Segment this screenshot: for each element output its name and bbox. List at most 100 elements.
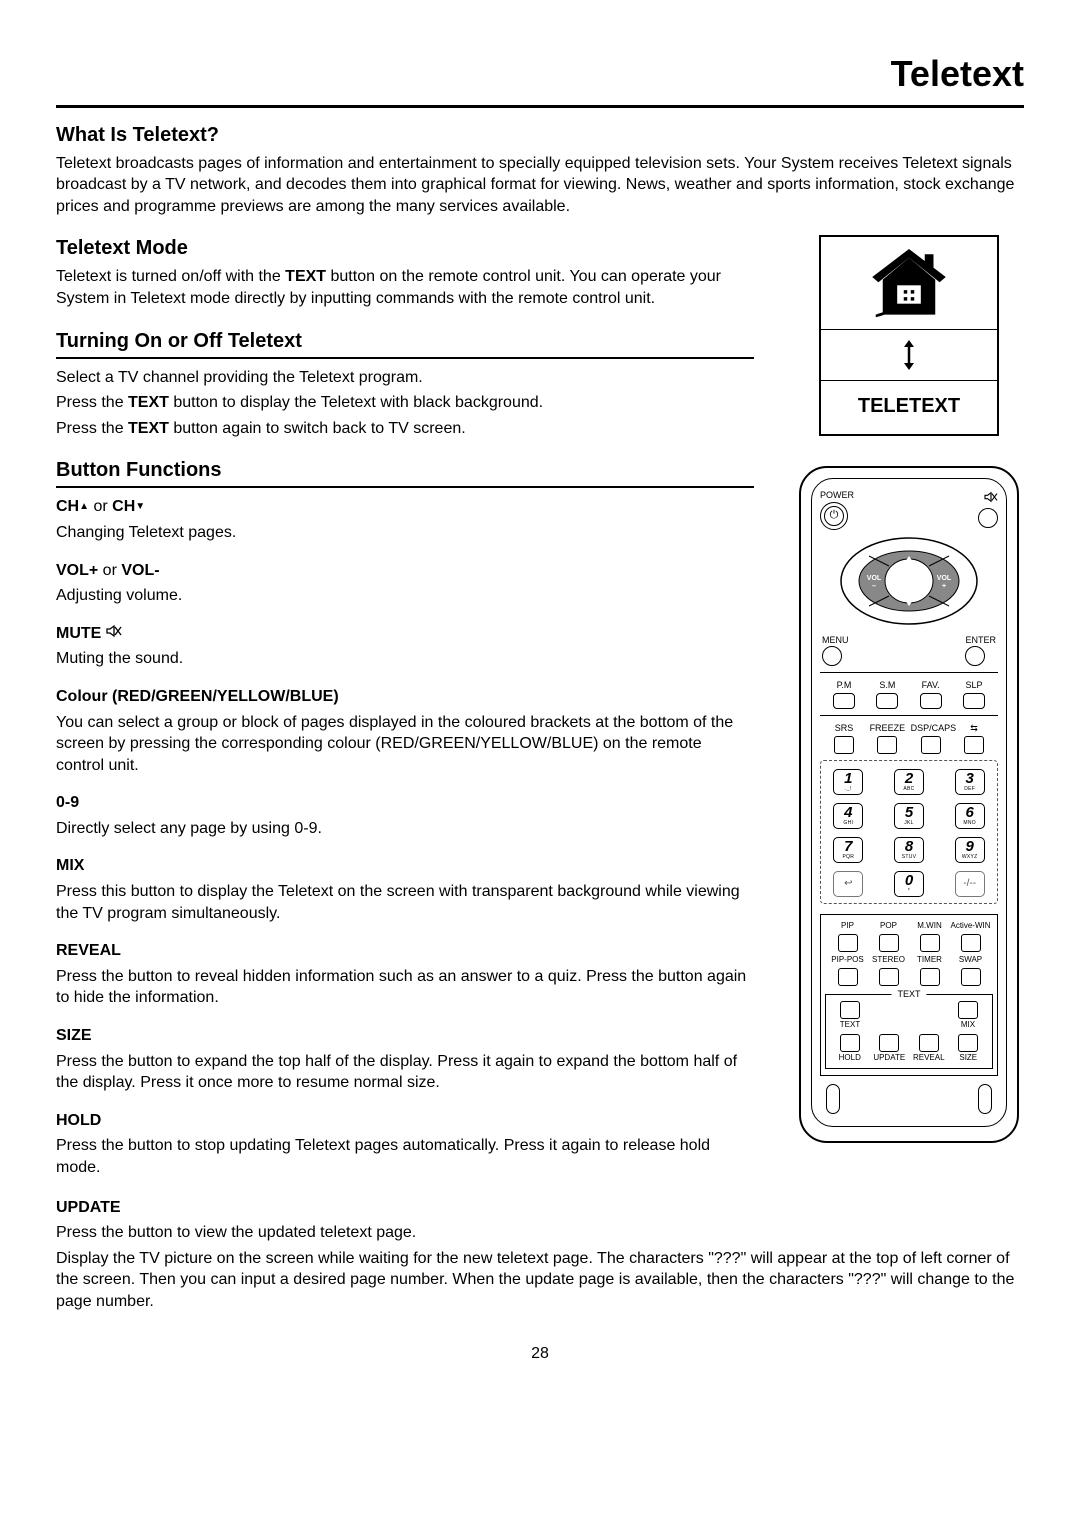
section-what: What Is Teletext? Teletext broadcasts pa… (56, 122, 1024, 218)
remote-notch-right (978, 1084, 992, 1114)
turn-l2: Press the TEXT button to display the Tel… (56, 392, 754, 414)
remote-key-5[interactable]: 5JKL (894, 803, 924, 829)
section-funcs: Button Functions CH▲ or CH▼ Changing Tel… (56, 457, 754, 1178)
remote-key-4[interactable]: 4GHI (833, 803, 863, 829)
remote-power-label: POWER (820, 489, 854, 501)
hold-desc: Press the button to stop updating Telete… (56, 1135, 754, 1178)
remote-activewin-button[interactable] (961, 934, 981, 952)
remote-mix-button[interactable] (958, 1001, 978, 1019)
remote-key-9[interactable]: 9WXYZ (955, 837, 985, 863)
remote-activewin-label: Active-WIN (950, 921, 991, 932)
remote-dspcaps-button[interactable] (921, 736, 941, 754)
remote-dpad[interactable]: CH CH VOL – VOL + (839, 536, 979, 626)
remote-mwin-label: M.WIN (909, 921, 950, 932)
remote-text-button[interactable] (840, 1001, 860, 1019)
heading-turn: Turning On or Off Teletext (56, 328, 754, 355)
remote-power-button[interactable]: ⏻ (820, 502, 848, 530)
remote-swap-button[interactable] (961, 968, 981, 986)
remote-key-3[interactable]: 3DEF (955, 769, 985, 795)
remote-timer-button[interactable] (920, 968, 940, 986)
remote-top-mute-icon (978, 491, 998, 508)
svg-text:–: – (872, 583, 876, 590)
updown-arrow-icon (821, 330, 997, 380)
mode-text-btn: TEXT (285, 268, 326, 285)
size-label: SIZE (56, 1025, 754, 1047)
remote-update-button[interactable] (879, 1034, 899, 1052)
remote-pm-button[interactable] (833, 693, 855, 709)
func-ch: CH▲ or CH▼ Changing Teletext pages. (56, 496, 754, 543)
func-digits: 0-9 Directly select any page by using 0-… (56, 792, 754, 839)
remote-stereo-button[interactable] (879, 968, 899, 986)
remote-srs-button[interactable] (834, 736, 854, 754)
remote-reveal-button[interactable] (919, 1034, 939, 1052)
remote-slp-label: SLP (954, 679, 994, 691)
func-update: UPDATE Press the button to view the upda… (56, 1197, 1024, 1313)
body-what: Teletext broadcasts pages of information… (56, 153, 1024, 218)
ch-label-b: CH (112, 498, 135, 515)
page-title: Teletext (56, 50, 1024, 99)
section-turn: Turning On or Off Teletext Select a TV c… (56, 328, 754, 440)
hold-label: HOLD (56, 1110, 754, 1132)
remote-fav-label: FAV. (911, 679, 951, 691)
vol-label-a: VOL+ (56, 562, 98, 579)
remote-size-button[interactable] (958, 1034, 978, 1052)
svg-text:VOL: VOL (867, 575, 882, 582)
turn-l2b: button to display the Teletext with blac… (169, 394, 543, 411)
remote-freeze-label: FREEZE (867, 722, 907, 734)
teletext-icon-label: TELETEXT (821, 381, 997, 434)
turn-l2-btn: TEXT (128, 394, 169, 411)
reveal-desc: Press the button to reveal hidden inform… (56, 966, 754, 1009)
colour-label: Colour (RED/GREEN/YELLOW/BLUE) (56, 686, 754, 708)
section-mode: Teletext Mode Teletext is turned on/off … (56, 235, 754, 309)
mute-label: MUTE (56, 625, 101, 642)
turn-l2a: Press the (56, 394, 128, 411)
remote-freeze-button[interactable] (877, 736, 897, 754)
remote-swap-icon-label: ⇆ (954, 722, 994, 734)
remote-slp-button[interactable] (963, 693, 985, 709)
remote-pippos-button[interactable] (838, 968, 858, 986)
svg-text:CH: CH (904, 592, 914, 599)
remote-menu-button[interactable] (822, 646, 842, 666)
remote-text-group: TEXT TEXT MIX HOLD UPDATE REVEAL SIZE (825, 994, 993, 1070)
remote-sm-button[interactable] (876, 693, 898, 709)
remote-key-6[interactable]: 6MNO (955, 803, 985, 829)
remote-key-↩[interactable]: ↩ (833, 871, 863, 897)
remote-pippos-label: PIP-POS (827, 955, 868, 966)
update-l1: Press the button to view the updated tel… (56, 1222, 1024, 1244)
remote-key-1[interactable]: 1._! (833, 769, 863, 795)
remote-enter-button[interactable] (965, 646, 985, 666)
rule-turn (56, 357, 754, 359)
remote-reveal-label: REVEAL (909, 1053, 949, 1064)
remote-row-srs: SRS FREEZE DSP/CAPS ⇆ (820, 722, 998, 754)
remote-key-7[interactable]: 7PQR (833, 837, 863, 863)
remote-pop-button[interactable] (879, 934, 899, 952)
mute-icon (106, 625, 122, 642)
rule-funcs (56, 486, 754, 488)
vol-desc: Adjusting volume. (56, 585, 754, 607)
remote-hold-button[interactable] (840, 1034, 860, 1052)
remote-fav-button[interactable] (920, 693, 942, 709)
turn-l3: Press the TEXT button again to switch ba… (56, 418, 754, 440)
remote-mwin-button[interactable] (920, 934, 940, 952)
remote-pop-label: POP (868, 921, 909, 932)
power-icon: ⏻ (824, 506, 844, 526)
func-hold: HOLD Press the button to stop updating T… (56, 1110, 754, 1179)
func-size: SIZE Press the button to expand the top … (56, 1025, 754, 1094)
remote-control: POWER ⏻ (799, 466, 1019, 1143)
remote-key-0[interactable]: 0* (894, 871, 924, 897)
turn-l1: Select a TV channel providing the Telete… (56, 367, 754, 389)
remote-key-8[interactable]: 8STUV (894, 837, 924, 863)
remote-text-legend: TEXT (891, 988, 926, 1000)
remote-pip-button[interactable] (838, 934, 858, 952)
remote-key-2[interactable]: 2ABC (894, 769, 924, 795)
ch-or: or (93, 498, 112, 515)
remote-key--/--[interactable]: -/-- (955, 871, 985, 897)
ch-up-icon: ▲ (79, 500, 89, 514)
ch-label-a: CH (56, 498, 79, 515)
remote-swapicon-button[interactable] (964, 736, 984, 754)
remote-mute-button[interactable] (978, 508, 998, 528)
remote-sm-label: S.M (867, 679, 907, 691)
remote-enter-label: ENTER (965, 634, 996, 646)
digits-label: 0-9 (56, 792, 754, 814)
teletext-icon-box: TELETEXT (819, 235, 999, 436)
